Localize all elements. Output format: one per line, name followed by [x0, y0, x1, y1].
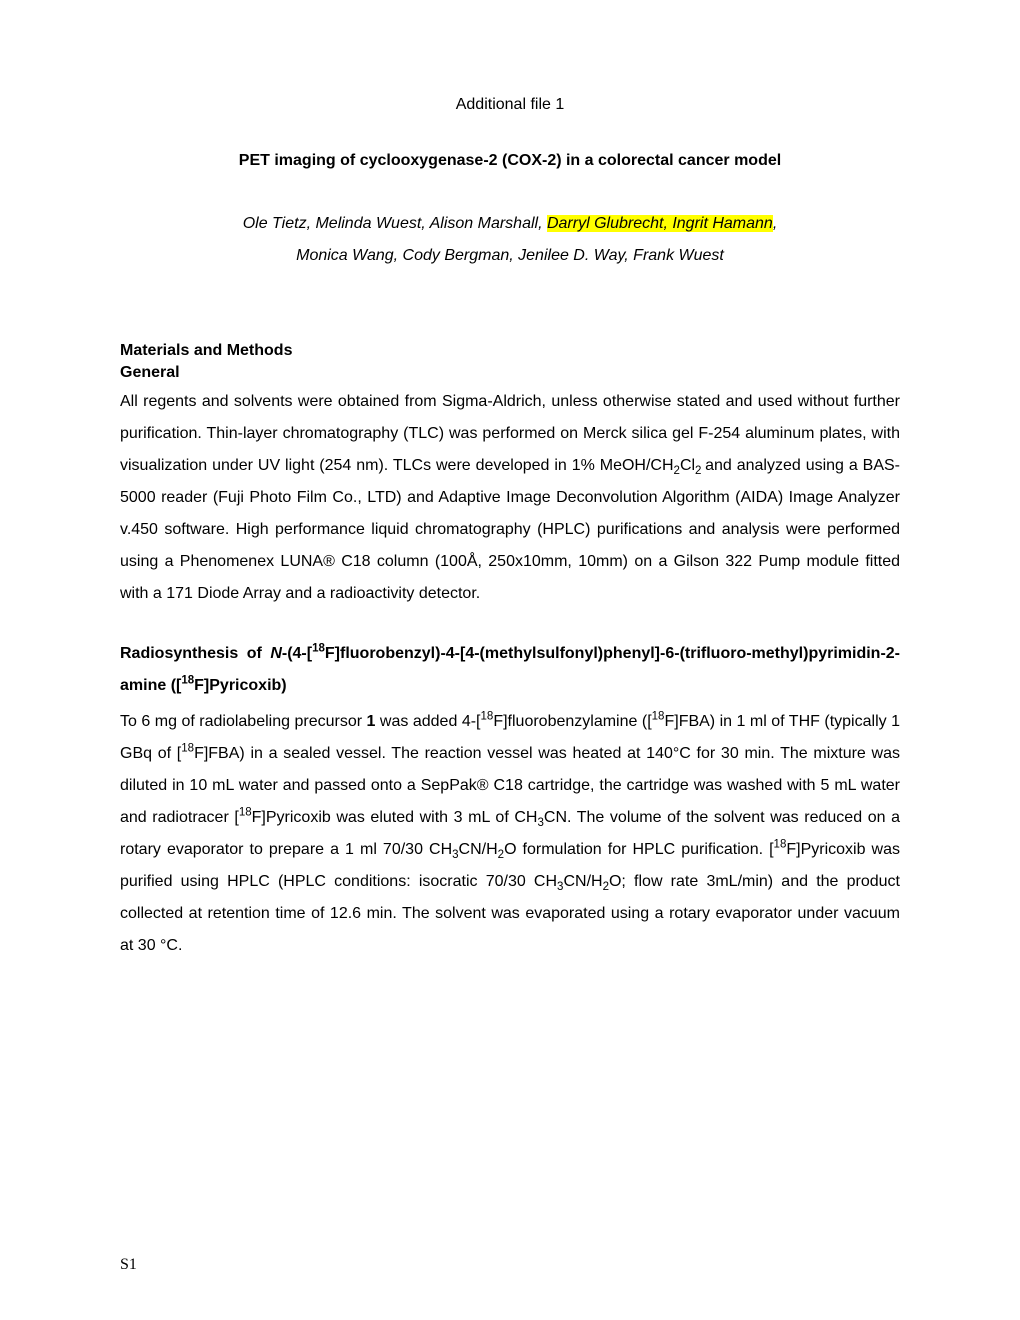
rh-p1: Radiosynthesis of	[120, 645, 270, 662]
rh-p4: F]Pyricoxib)	[194, 677, 286, 694]
rb-t3: F]fluorobenzylamine ([	[493, 713, 651, 730]
rb-t8: CN/H	[459, 841, 498, 858]
authors-highlight: Darryl Glubrecht, Ingrit Hamann	[547, 215, 773, 232]
authors-line2: Monica Wang, Cody Bergman, Jenilee D. Wa…	[296, 247, 724, 264]
superscript: 18	[652, 711, 665, 723]
rh-p2: -(4-[	[282, 645, 312, 662]
superscript: 18	[312, 643, 325, 655]
document-header: Additional file 1	[120, 96, 900, 114]
rb-t11: CN/H	[563, 873, 602, 890]
document-title: PET imaging of cyclooxygenase-2 (COX-2) …	[120, 152, 900, 170]
general-mid1: Cl	[680, 457, 695, 474]
title-text: PET imaging of cyclooxygenase-2 (COX-2) …	[239, 152, 781, 169]
subsection-heading-text: General	[120, 364, 180, 381]
section-heading-radiosynthesis: Radiosynthesis of N-(4-[18F]fluorobenzyl…	[120, 638, 900, 702]
page-number-text: S1	[120, 1256, 137, 1273]
paragraph-general: All regents and solvents were obtained f…	[120, 386, 900, 610]
section-heading-materials: Materials and Methods	[120, 342, 900, 360]
paragraph-radiosynthesis: To 6 mg of radiolabeling precursor 1 was…	[120, 706, 900, 962]
subsection-heading-general: General	[120, 364, 900, 382]
rb-t6: F]Pyricoxib was eluted with 3 mL of CH	[252, 809, 538, 826]
section-heading-text: Materials and Methods	[120, 342, 292, 359]
authors-line1-pre: Ole Tietz, Melinda Wuest, Alison Marshal…	[243, 215, 547, 232]
header-text: Additional file 1	[456, 96, 565, 113]
rb-t1: To 6 mg of radiolabeling precursor	[120, 713, 367, 730]
rh-ital-n: N	[270, 645, 282, 662]
authors-line1-post: ,	[773, 215, 777, 232]
rb-t2: was added 4-[	[375, 713, 480, 730]
superscript: 18	[181, 675, 194, 687]
superscript: 18	[774, 839, 787, 851]
page-number: S1	[120, 1256, 137, 1274]
subscript: 2	[695, 465, 705, 477]
superscript: 18	[481, 711, 494, 723]
rb-t9: O formulation for HPLC purification. [	[504, 841, 773, 858]
authors-block: Ole Tietz, Melinda Wuest, Alison Marshal…	[120, 208, 900, 272]
general-body-post: and analyzed using a BAS-5000 reader (Fu…	[120, 457, 900, 602]
superscript: 18	[181, 743, 194, 755]
superscript: 18	[239, 807, 252, 819]
